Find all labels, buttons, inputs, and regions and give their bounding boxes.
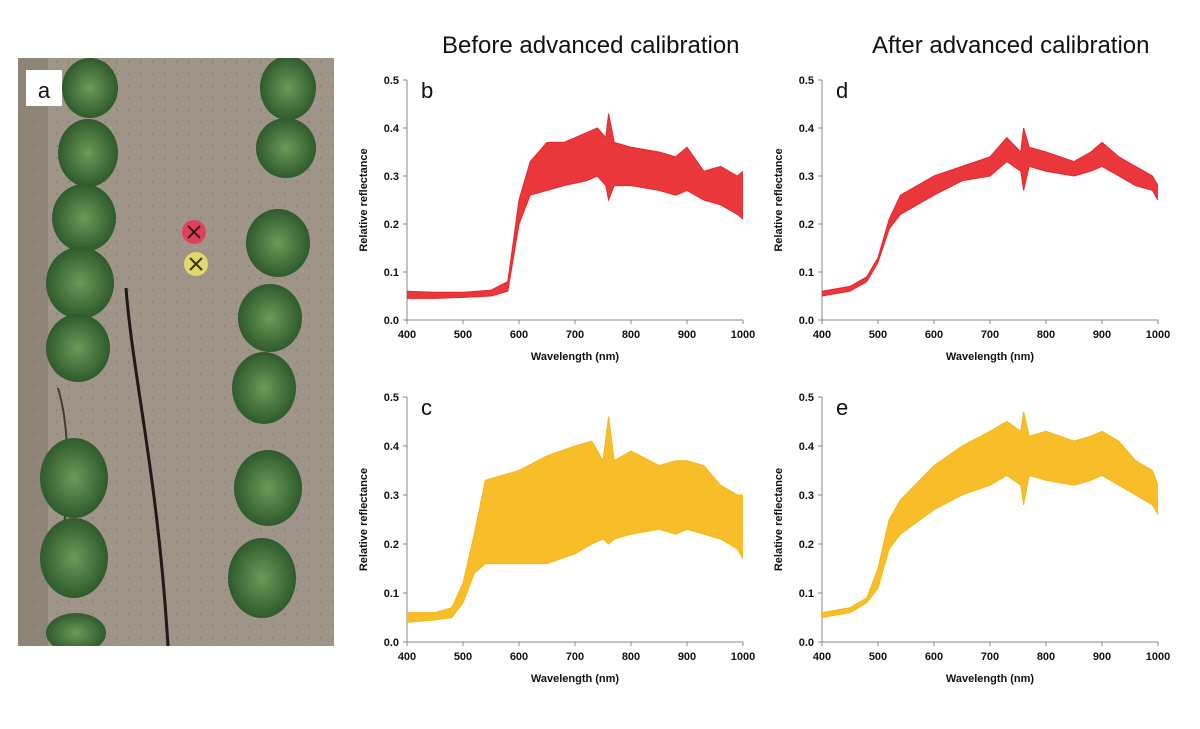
- panel-label-c: c: [421, 395, 432, 420]
- y-tick-label: 0.0: [799, 315, 814, 327]
- x-tick-label: 400: [398, 329, 416, 341]
- x-tick-label: 400: [813, 651, 831, 663]
- series-line-band_upper: [406, 113, 744, 293]
- x-tick-label: 400: [398, 651, 416, 663]
- y-tick-label: 0.2: [799, 539, 814, 551]
- reflectance-band-area: [822, 411, 1158, 618]
- x-tick-label: 600: [510, 651, 528, 663]
- x-tick-label: 400: [813, 329, 831, 341]
- x-tick-label: 700: [566, 651, 584, 663]
- reflectance-band-area: [407, 416, 743, 623]
- x-tick-label: 800: [1037, 651, 1055, 663]
- y-tick-label: 0.2: [384, 539, 399, 551]
- x-tick-label: 900: [1093, 329, 1111, 341]
- x-tick-label: 600: [925, 329, 943, 341]
- chart-c: 0.0 0.1 0.2 0.3 0.4 0.5 400 500 600 700 800 900 1000…: [358, 392, 755, 685]
- series-line-band_lower: [406, 528, 744, 623]
- y-tick-label: 0.2: [384, 219, 399, 231]
- x-tick-label: 700: [981, 329, 999, 341]
- red-target-marker-icon: [182, 220, 206, 244]
- series-line-band_upper: [407, 416, 743, 614]
- series-line-band_lower: [407, 175, 744, 299]
- y-tick-label: 0.1: [384, 588, 399, 600]
- panel-label-e: e: [836, 395, 848, 420]
- panel-label-a: a: [38, 78, 51, 103]
- x-tick-label: 700: [566, 329, 584, 341]
- series-line-band_upper: [821, 411, 1159, 614]
- x-tick-label: 600: [510, 329, 528, 341]
- reflectance-band-area: [407, 113, 743, 299]
- y-tick-label: 0.2: [799, 219, 814, 231]
- x-tick-label: 900: [678, 651, 696, 663]
- y-tick-label: 0.1: [799, 588, 814, 600]
- y-tick-label: 0.1: [799, 267, 814, 279]
- y-axis-label: Relative reflectance: [773, 148, 785, 251]
- y-tick-label: 0.4: [799, 441, 815, 453]
- x-tick-label: 500: [454, 329, 472, 341]
- series-line-band_lower: [821, 160, 1159, 297]
- x-tick-label: 500: [869, 329, 887, 341]
- y-tick-label: 0.5: [799, 392, 814, 404]
- y-axis-label: Relative reflectance: [773, 468, 785, 571]
- y-tick-label: 0.5: [384, 392, 399, 404]
- x-tick-label: 1000: [1146, 651, 1170, 663]
- y-tick-label: 0.3: [384, 490, 399, 502]
- x-tick-label: 600: [925, 651, 943, 663]
- reflectance-band-area: [822, 128, 1158, 296]
- x-tick-label: 800: [622, 329, 640, 341]
- y-tick-label: 0.5: [384, 75, 399, 87]
- series-line-band_upper: [821, 127, 1159, 292]
- aerial-field-photo: a: [18, 58, 334, 646]
- panel-label-b: b: [421, 78, 433, 103]
- panel-label-d: d: [836, 78, 848, 103]
- series-line-band_lower: [821, 474, 1159, 618]
- x-tick-label: 900: [678, 329, 696, 341]
- x-tick-label: 700: [981, 651, 999, 663]
- y-tick-label: 0.4: [799, 123, 815, 135]
- x-tick-label: 1000: [1146, 329, 1170, 341]
- x-tick-label: 1000: [731, 329, 755, 341]
- y-tick-label: 0.3: [799, 490, 814, 502]
- y-tick-label: 0.0: [799, 637, 814, 649]
- heading-after-calibration: After advanced calibration: [872, 32, 1150, 59]
- x-axis-label: Wavelength (nm): [531, 673, 620, 685]
- chart-b: 0.0 0.1 0.2 0.3 0.4 0.5 400 500 600 700 800 900 1000…: [358, 75, 755, 363]
- x-axis-label: Wavelength (nm): [531, 351, 620, 363]
- y-axis-label: Relative reflectance: [358, 148, 370, 251]
- y-axis-label: Relative reflectance: [358, 468, 370, 571]
- x-tick-label: 800: [1037, 329, 1055, 341]
- plant-row-left: [40, 58, 118, 646]
- plant-row-right: [228, 58, 316, 618]
- x-axis-label: Wavelength (nm): [946, 673, 1035, 685]
- x-tick-label: 800: [622, 651, 640, 663]
- x-tick-label: 1000: [731, 651, 755, 663]
- x-tick-label: 500: [454, 651, 472, 663]
- chart-e: 0.0 0.1 0.2 0.3 0.4 0.5 400 500 600 700 800 900 1000…: [773, 392, 1170, 685]
- yellow-target-marker-icon: [184, 252, 208, 276]
- x-tick-label: 900: [1093, 651, 1111, 663]
- y-tick-label: 0.1: [384, 267, 399, 279]
- y-tick-label: 0.3: [384, 171, 399, 183]
- x-axis-label: Wavelength (nm): [946, 351, 1035, 363]
- y-tick-label: 0.0: [384, 637, 399, 649]
- y-tick-label: 0.4: [384, 441, 400, 453]
- y-tick-label: 0.3: [799, 171, 814, 183]
- panel-label-box: [26, 70, 62, 106]
- x-tick-label: 500: [869, 651, 887, 663]
- heading-before-calibration: Before advanced calibration: [442, 32, 740, 59]
- chart-d: 0.0 0.1 0.2 0.3 0.4 0.5 400 500 600 700 800 900 1000…: [773, 75, 1170, 363]
- y-tick-label: 0.0: [384, 315, 399, 327]
- y-tick-label: 0.4: [384, 123, 400, 135]
- y-tick-label: 0.5: [799, 75, 814, 87]
